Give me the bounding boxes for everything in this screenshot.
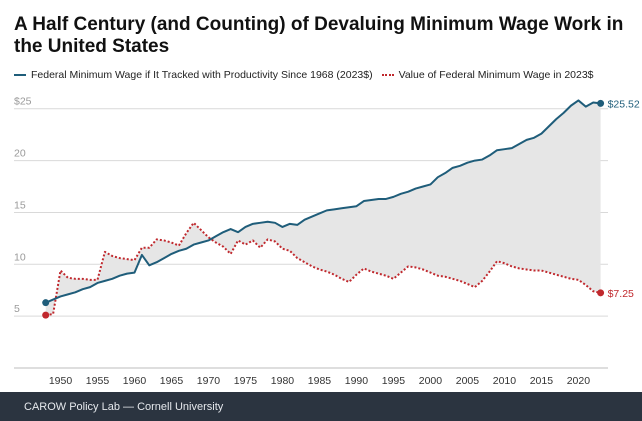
x-tick-label: 1960 <box>123 375 147 387</box>
gap-area <box>45 100 601 316</box>
y-tick-label: 20 <box>14 148 26 160</box>
x-tick-label: 2000 <box>419 375 443 387</box>
legend-label-productivity: Federal Minimum Wage if It Tracked with … <box>31 69 373 81</box>
end-label-productivity: $25.52 <box>608 98 640 110</box>
y-tick-label: $25 <box>14 96 32 108</box>
end-label-actual: $7.25 <box>608 288 634 300</box>
legend: Federal Minimum Wage if It Tracked with … <box>14 68 603 82</box>
footer-credit: CAROW Policy Lab — Cornell University <box>24 400 224 413</box>
x-tick-label: 2010 <box>493 375 517 387</box>
x-tick-label: 2015 <box>530 375 554 387</box>
x-tick-label: 1995 <box>382 375 406 387</box>
x-tick-label: 1970 <box>197 375 221 387</box>
end-point-productivity <box>597 99 605 107</box>
start-point-actual <box>42 311 50 319</box>
x-tick-label: 1975 <box>234 375 258 387</box>
y-tick-label: 10 <box>14 251 26 263</box>
chart-title: A Half Century (and Counting) of Devalui… <box>14 14 624 57</box>
legend-item-actual: Value of Federal Minimum Wage in 2023$ <box>381 69 594 81</box>
y-tick-label: 5 <box>14 303 20 315</box>
start-point-productivity <box>42 299 50 307</box>
legend-swatch-solid <box>14 74 26 76</box>
x-tick-label: 1990 <box>345 375 369 387</box>
legend-swatch-dotted <box>381 74 394 76</box>
x-tick-label: 1950 <box>49 375 73 387</box>
x-tick-label: 1985 <box>308 375 332 387</box>
x-tick-label: 1955 <box>86 375 110 387</box>
x-tick-label: 1965 <box>160 375 184 387</box>
y-tick-label: 15 <box>14 199 26 211</box>
legend-item-productivity: Federal Minimum Wage if It Tracked with … <box>14 69 373 81</box>
x-tick-label: 1980 <box>271 375 295 387</box>
end-point-actual <box>597 289 605 297</box>
legend-label-actual: Value of Federal Minimum Wage in 2023$ <box>398 69 594 81</box>
x-tick-label: 2005 <box>456 375 480 387</box>
chart-plot: 5 10 15 20 $25 1950 1955 1960 1965 1970 1975 1980 19… <box>14 96 640 387</box>
x-tick-label: 2020 <box>567 375 591 387</box>
footer: CAROW Policy Lab — Cornell University <box>0 392 642 421</box>
series-line-actual <box>45 221 601 317</box>
series-line-productivity <box>45 99 601 304</box>
